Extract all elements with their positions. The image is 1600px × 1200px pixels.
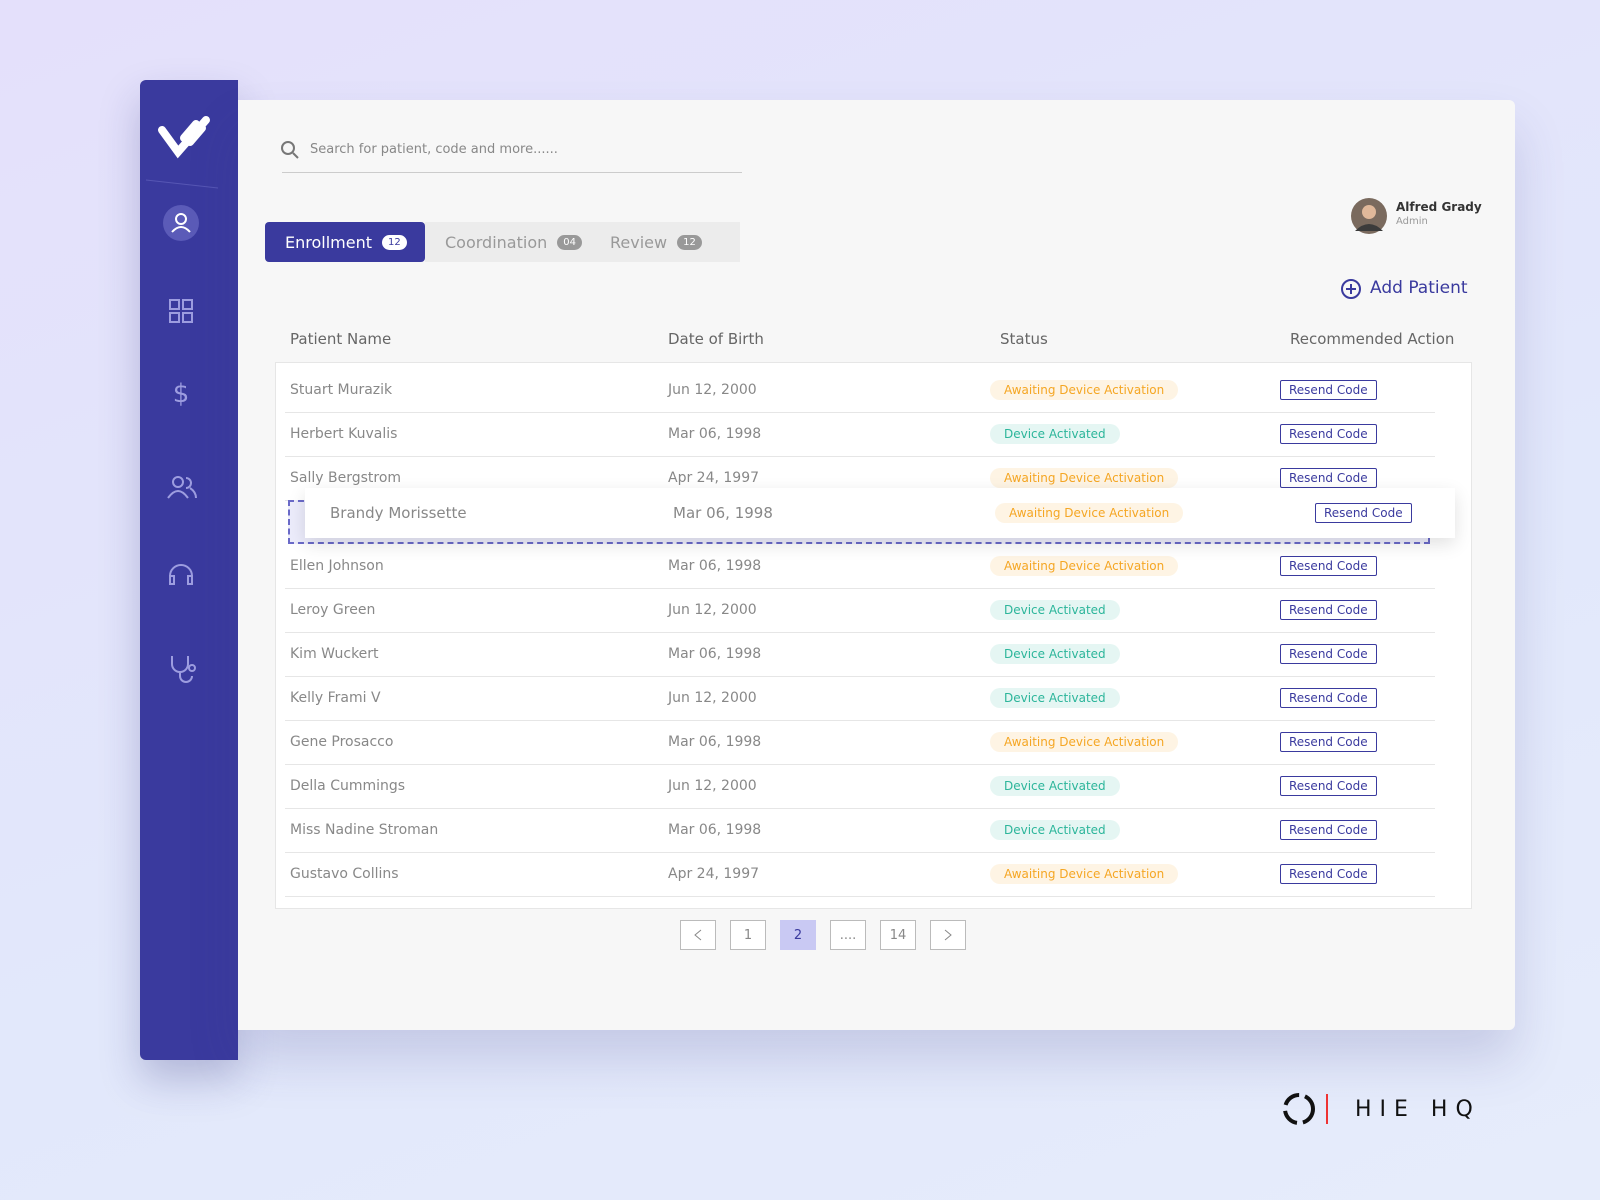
date-of-birth: Jun 12, 2000 bbox=[668, 382, 757, 398]
status-pill: Awaiting Device Activation bbox=[990, 556, 1179, 576]
patient-name: Miss Nadine Stroman bbox=[290, 822, 439, 838]
dragged-row[interactable]: Brandy Morissette Mar 06, 1998 Awaiting De… bbox=[305, 488, 1455, 538]
resend-code-button[interactable]: Resend Code bbox=[1280, 468, 1377, 488]
tab[interactable]: Coordination 04 bbox=[425, 222, 590, 262]
tab-label: Review bbox=[610, 232, 668, 252]
divider bbox=[145, 179, 219, 189]
user-name: Alfred Grady bbox=[1396, 200, 1482, 214]
date-of-birth: Mar 06, 1998 bbox=[668, 646, 762, 662]
status-pill: Device Activated bbox=[990, 644, 1120, 664]
resend-code-button[interactable]: Resend Code bbox=[1280, 776, 1377, 796]
avatar bbox=[1351, 198, 1387, 234]
date-of-birth: Jun 12, 2000 bbox=[668, 690, 757, 706]
date-of-birth: Mar 06, 1998 bbox=[668, 426, 762, 442]
patient-name: Kelly Frami V bbox=[290, 690, 381, 706]
column-header[interactable]: Status bbox=[1000, 330, 1048, 348]
table-row[interactable]: Herbert Kuvalis Mar 06, 1998 Device Activa… bbox=[285, 412, 1435, 457]
sidebar-icons: $ bbox=[145, 116, 219, 683]
prev-page[interactable] bbox=[680, 920, 716, 950]
logo bbox=[158, 116, 210, 159]
patient-name: Sally Bergstrom bbox=[290, 470, 402, 486]
date-of-birth: Apr 24, 1997 bbox=[668, 866, 760, 882]
date-of-birth: Mar 06, 1998 bbox=[668, 734, 762, 750]
search-icon bbox=[281, 141, 299, 159]
tab-label: Coordination bbox=[445, 232, 548, 252]
resend-code-button[interactable]: Resend Code bbox=[1315, 503, 1412, 523]
nav-team[interactable] bbox=[172, 476, 184, 488]
tab[interactable]: Enrollment 12 bbox=[265, 222, 425, 262]
status-pill: Awaiting Device Activation bbox=[990, 380, 1179, 400]
status-pill: Device Activated bbox=[990, 688, 1120, 708]
tab[interactable]: Review 12 bbox=[590, 222, 740, 262]
resend-code-button[interactable]: Resend Code bbox=[1280, 600, 1377, 620]
status-pill: Device Activated bbox=[990, 820, 1120, 840]
resend-code-button[interactable]: Resend Code bbox=[1280, 732, 1377, 752]
tab-count: 04 bbox=[557, 234, 582, 250]
resend-code-button[interactable]: Resend Code bbox=[1280, 864, 1377, 884]
page-button[interactable]: .... bbox=[830, 920, 866, 950]
resend-code-button[interactable]: Resend Code bbox=[1280, 688, 1377, 708]
column-header: Date of Birth bbox=[668, 330, 764, 348]
patient-name: Kim Wuckert bbox=[290, 646, 379, 662]
column-header: Recommended Action bbox=[1290, 330, 1455, 348]
nav-dashboard[interactable] bbox=[169, 299, 180, 310]
table-row[interactable]: Kim Wuckert Mar 06, 1998 Device Activated R… bbox=[285, 632, 1435, 677]
add-patient-button[interactable]: Add Patient bbox=[1370, 278, 1468, 298]
page-button[interactable]: 14 bbox=[880, 920, 916, 950]
add-icon bbox=[1341, 279, 1361, 299]
patient-name: Gustavo Collins bbox=[290, 866, 399, 882]
date-of-birth: Mar 06, 1998 bbox=[673, 504, 773, 522]
date-of-birth: Jun 12, 2000 bbox=[668, 778, 757, 794]
resend-code-button[interactable]: Resend Code bbox=[1280, 820, 1377, 840]
status-pill: Device Activated bbox=[990, 776, 1120, 796]
page-button[interactable]: 2 bbox=[780, 920, 816, 950]
resend-code-button[interactable]: Resend Code bbox=[1280, 556, 1377, 576]
user-role: Admin bbox=[1396, 216, 1428, 227]
sidebar: $ bbox=[140, 80, 238, 1060]
nav-clinical[interactable] bbox=[171, 656, 193, 683]
resend-code-button[interactable]: Resend Code bbox=[1280, 380, 1377, 400]
brand-name: HIE HQ bbox=[1355, 1097, 1481, 1122]
patient-name: Stuart Murazik bbox=[290, 382, 393, 398]
tab-label: Enrollment bbox=[285, 232, 372, 252]
column-header[interactable]: Patient Name bbox=[290, 330, 392, 348]
resend-code-button[interactable]: Resend Code bbox=[1280, 644, 1377, 664]
status-pill: Device Activated bbox=[990, 600, 1120, 620]
table-row[interactable]: Della Cummings Jun 12, 2000 Device Activat… bbox=[285, 764, 1435, 809]
table-row[interactable]: Leroy Green Jun 12, 2000 Device Activated R… bbox=[285, 588, 1435, 633]
search-input[interactable]: Search for patient, code and more...... bbox=[310, 142, 558, 157]
tab-count: 12 bbox=[677, 234, 702, 250]
table-row[interactable]: Miss Nadine Stroman Mar 06, 1998 Device Ac… bbox=[285, 808, 1435, 853]
table-row[interactable]: Kelly Frami V Jun 12, 2000 Device Activate… bbox=[285, 676, 1435, 721]
patient-name: Leroy Green bbox=[290, 602, 376, 618]
tab-count: 12 bbox=[382, 234, 407, 250]
nav-billing[interactable]: $ bbox=[173, 379, 190, 409]
status-pill: Device Activated bbox=[990, 424, 1120, 444]
date-of-birth: Mar 06, 1998 bbox=[668, 822, 762, 838]
table-row[interactable]: Gustavo Collins Apr 24, 1997 Awaiting Devi… bbox=[285, 852, 1435, 897]
table-row[interactable]: Stuart Murazik Jun 12, 2000 Awaiting Devic… bbox=[285, 368, 1435, 413]
nav-support[interactable] bbox=[169, 564, 193, 585]
date-of-birth: Apr 24, 1997 bbox=[668, 470, 760, 486]
brand-logo bbox=[1283, 1093, 1328, 1125]
search-underline bbox=[282, 172, 742, 173]
patient-name: Brandy Morissette bbox=[330, 504, 467, 522]
table-row[interactable]: Ellen Johnson Mar 06, 1998 Awaiting Device… bbox=[285, 544, 1435, 589]
next-page[interactable] bbox=[930, 920, 966, 950]
patient-name: Della Cummings bbox=[290, 778, 406, 794]
patient-name: Herbert Kuvalis bbox=[290, 426, 398, 442]
resend-code-button[interactable]: Resend Code bbox=[1280, 424, 1377, 444]
patient-name: Ellen Johnson bbox=[290, 558, 384, 574]
table bbox=[275, 362, 1472, 909]
date-of-birth: Mar 06, 1998 bbox=[668, 558, 762, 574]
status-pill: Awaiting Device Activation bbox=[990, 732, 1179, 752]
table-row[interactable]: Gene Prosacco Mar 06, 1998 Awaiting Device… bbox=[285, 720, 1435, 765]
status-pill: Awaiting Device Activation bbox=[995, 503, 1184, 523]
page-button[interactable]: 1 bbox=[730, 920, 766, 950]
status-pill: Awaiting Device Activation bbox=[990, 864, 1179, 884]
status-pill: Awaiting Device Activation bbox=[990, 468, 1179, 488]
patient-name: Gene Prosacco bbox=[290, 734, 394, 750]
date-of-birth: Jun 12, 2000 bbox=[668, 602, 757, 618]
